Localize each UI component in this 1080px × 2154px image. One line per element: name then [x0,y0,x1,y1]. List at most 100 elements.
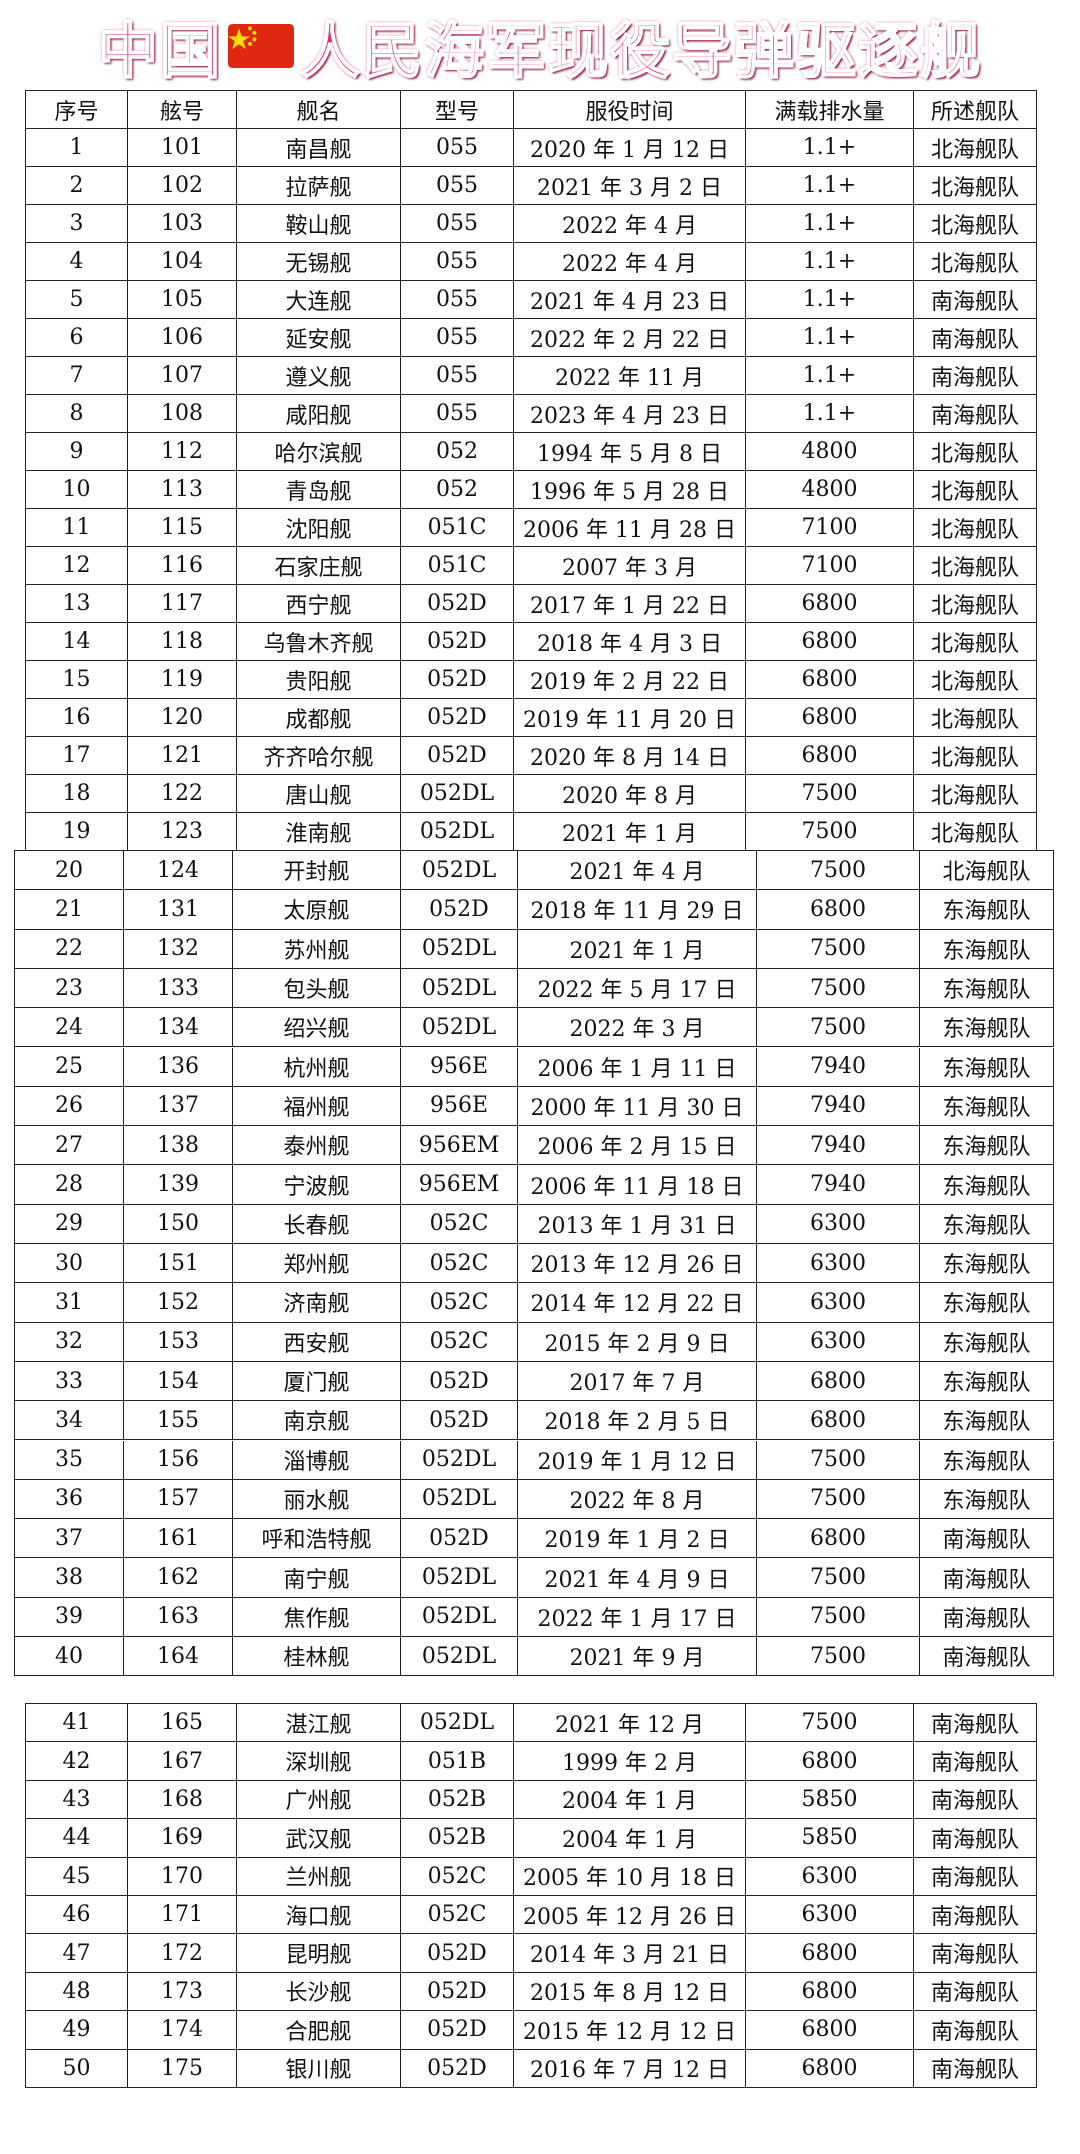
cell: 055 [401,319,514,357]
cell: 28 [15,1165,124,1205]
cell: 2018 年 2 月 5 日 [518,1401,757,1441]
cell: 4 [26,243,128,281]
cell: 052DL [401,1479,518,1520]
cell: 6800 [746,2011,914,2050]
cell: 12 [26,547,128,585]
cell: 南海舰队 [914,1857,1037,1896]
cell: 052D [401,661,514,699]
cell: 7500 [757,968,920,1009]
cell: 西安舰 [233,1322,401,1362]
cell: 北海舰队 [914,243,1037,281]
cell: 137 [124,1086,233,1127]
cell: 36 [15,1479,124,1520]
cell: 119 [128,661,237,699]
cell: 南海舰队 [914,1819,1037,1858]
cell: 151 [124,1244,233,1284]
cell: 沈阳舰 [237,509,401,547]
cell: 32 [15,1322,124,1362]
cell: 2019 年 1 月 2 日 [518,1519,757,1559]
cell: 太原舰 [233,890,401,930]
cell: 052DL [401,851,518,891]
cell: 7500 [757,1597,920,1637]
cell: 052DL [401,968,518,1009]
cell: 6800 [746,661,914,699]
cell: 2022 年 11 月 [514,357,746,395]
cell: 055 [401,357,514,395]
cell: 贵阳舰 [237,661,401,699]
cell: 052D [401,890,518,930]
cell: 南海舰队 [920,1637,1054,1677]
cell: 青岛舰 [237,471,401,509]
cell: 包头舰 [233,968,401,1009]
cell: 2017 年 1 月 22 日 [514,585,746,623]
table-segment: 20 124 开封舰 052DL 2021 年 4 月 7500 北海舰队 21 131 太原舰 0… [14,850,1054,1677]
cell: 5 [26,281,128,319]
cell: 武汉舰 [237,1819,401,1858]
cell: 46 [26,1896,128,1935]
cell: 152 [124,1283,233,1323]
cell: 055 [401,167,514,205]
cell: 115 [128,509,237,547]
cell: 北海舰队 [914,471,1037,509]
cell: 6800 [746,737,914,775]
cell: 37 [15,1519,124,1559]
cell: 2022 年 2 月 22 日 [514,319,746,357]
cell: 052DL [401,775,514,813]
cell: 6800 [746,585,914,623]
cell: 34 [15,1401,124,1441]
cell: 北海舰队 [914,699,1037,737]
cell: 15 [26,661,128,699]
cell: 051B [401,1742,514,1781]
cell: 6800 [746,1934,914,1973]
cell: 051C [401,509,514,547]
cell: 10 [26,471,128,509]
table-segment: 41 165 湛江舰 052DL 2021 年 12 月 7500 南海舰队 42 167 深圳舰… [25,1703,1037,2088]
cell: 1.1+ [746,395,914,433]
cell: 956E [401,1086,518,1127]
cell: 2015 年 12 月 12 日 [514,2011,746,2050]
cell: 6300 [757,1204,920,1244]
cell: 6800 [757,1519,920,1559]
cell: 东海舰队 [920,1479,1054,1520]
cell: 6800 [746,1742,914,1781]
cell: 30 [15,1244,124,1284]
cell: 开封舰 [233,851,401,891]
cell: 焦作舰 [233,1597,401,1637]
cell: 055 [401,243,514,281]
cell: 48 [26,1972,128,2012]
cell: 131 [124,890,233,930]
cell: 5850 [746,1780,914,1820]
cell: 合肥舰 [237,2011,401,2050]
cell: 42 [26,1742,128,1781]
cell: 东海舰队 [920,1165,1054,1205]
header-cell: 所述舰队 [914,91,1037,129]
cell: 北海舰队 [914,433,1037,471]
cell: 163 [124,1597,233,1637]
cell: 2006 年 2 月 15 日 [518,1126,757,1166]
cell: 7500 [757,1637,920,1677]
cell: 西宁舰 [237,585,401,623]
cell: 1994 年 5 月 8 日 [514,433,746,471]
cell: 2013 年 1 月 31 日 [518,1204,757,1244]
cell: 117 [128,585,237,623]
header-cell: 满载排水量 [746,91,914,129]
cell: 2013 年 12 月 26 日 [518,1244,757,1284]
cell: 052D [401,1361,518,1402]
cell: 169 [128,1819,237,1858]
cell: 44 [26,1819,128,1858]
cell: 167 [128,1742,237,1781]
cell: 东海舰队 [920,1008,1054,1048]
cell: 7500 [757,1558,920,1598]
cell: 南海舰队 [914,1972,1037,2012]
cell: 拉萨舰 [237,167,401,205]
cell: 7100 [746,509,914,547]
cell: 23 [15,968,124,1009]
cell: 2022 年 8 月 [518,1479,757,1520]
cell: 南海舰队 [914,319,1037,357]
cell: 北海舰队 [914,547,1037,585]
cell: 052C [401,1204,518,1244]
cell: 168 [128,1780,237,1820]
cell: 6800 [746,1972,914,2012]
cell: 20 [15,851,124,891]
